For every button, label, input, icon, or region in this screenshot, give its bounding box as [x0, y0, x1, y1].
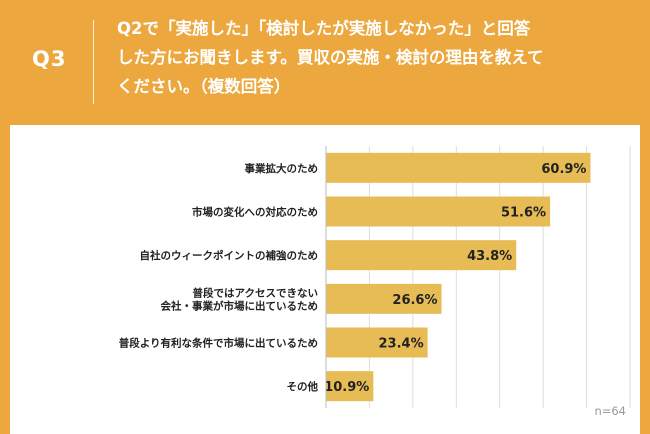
bar	[326, 152, 591, 183]
category-label: 普段ではアクセスできない会社・事業が市場に出ているため	[161, 286, 319, 312]
bar-value-label: 60.9%	[541, 162, 586, 177]
category-label: 市場の変化への対応のため	[192, 206, 318, 219]
category-label: その他	[287, 380, 319, 393]
bar-value-label: 10.9%	[324, 380, 369, 395]
bar	[326, 196, 551, 227]
question-text: Q2で「実施した」「検討したが実施しなかった」と回答 した方にお聞きします。買収…	[117, 19, 544, 96]
bar-value-label: 26.6%	[392, 293, 437, 308]
category-label: 事業拡大のため	[245, 162, 319, 175]
bar-value-label: 43.8%	[467, 249, 512, 264]
bar-chart: 60.9% 事業拡大のため 51.6% 市場の変化への対応のため 43.8% 自社のウィー…	[119, 146, 631, 418]
bar	[326, 371, 374, 402]
bar	[326, 327, 428, 358]
category-label: 自社のウィークポイントの補強のため	[140, 249, 319, 262]
question-number: Q3	[32, 47, 67, 71]
sample-size-note: n=64	[594, 404, 626, 418]
bar-value-label: 23.4%	[379, 337, 424, 352]
question-header: Q3 Q2で「実施した」「検討したが実施しなかった」と回答 した方にお聞きします…	[0, 0, 650, 122]
chart-panel: 60.9% 事業拡大のため 51.6% 市場の変化への対応のため 43.8% 自社のウィー…	[10, 125, 640, 434]
bar-value-label: 51.6%	[501, 206, 546, 221]
category-label: 普段より有利な条件で市場に出ているため	[119, 337, 318, 350]
bar	[326, 283, 442, 314]
bar	[326, 240, 517, 271]
header-divider	[93, 20, 94, 104]
